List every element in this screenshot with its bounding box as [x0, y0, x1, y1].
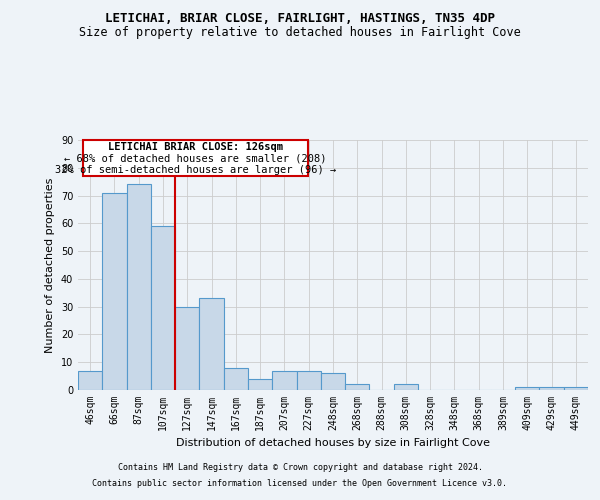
Bar	[272, 370, 296, 390]
Bar	[564, 387, 588, 390]
Text: Contains HM Land Registry data © Crown copyright and database right 2024.: Contains HM Land Registry data © Crown c…	[118, 464, 482, 472]
Bar	[151, 226, 175, 390]
Text: LETICHAI BRIAR CLOSE: 126sqm: LETICHAI BRIAR CLOSE: 126sqm	[108, 142, 283, 152]
Bar	[175, 306, 199, 390]
Bar	[78, 370, 102, 390]
Bar	[102, 193, 127, 390]
Bar	[248, 379, 272, 390]
Text: ← 68% of detached houses are smaller (208): ← 68% of detached houses are smaller (20…	[64, 154, 326, 164]
Text: Size of property relative to detached houses in Fairlight Cove: Size of property relative to detached ho…	[79, 26, 521, 39]
Bar	[394, 384, 418, 390]
Y-axis label: Number of detached properties: Number of detached properties	[45, 178, 55, 352]
Text: Contains public sector information licensed under the Open Government Licence v3: Contains public sector information licen…	[92, 478, 508, 488]
Text: 32% of semi-detached houses are larger (96) →: 32% of semi-detached houses are larger (…	[55, 165, 336, 175]
Bar	[224, 368, 248, 390]
Bar	[321, 374, 345, 390]
Bar	[539, 387, 564, 390]
Bar	[296, 370, 321, 390]
Bar	[515, 387, 539, 390]
Text: LETICHAI, BRIAR CLOSE, FAIRLIGHT, HASTINGS, TN35 4DP: LETICHAI, BRIAR CLOSE, FAIRLIGHT, HASTIN…	[105, 12, 495, 26]
Bar	[127, 184, 151, 390]
FancyBboxPatch shape	[83, 140, 308, 176]
Bar	[345, 384, 370, 390]
Bar	[199, 298, 224, 390]
X-axis label: Distribution of detached houses by size in Fairlight Cove: Distribution of detached houses by size …	[176, 438, 490, 448]
